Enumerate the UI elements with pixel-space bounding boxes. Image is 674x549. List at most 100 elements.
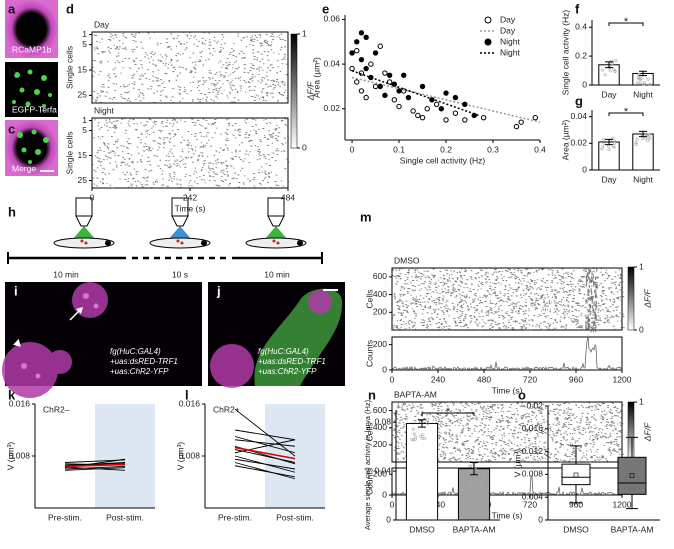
point	[363, 94, 369, 101]
point	[424, 106, 430, 112]
y-axis-label: Cells	[364, 423, 374, 442]
significance-bracket	[608, 112, 644, 116]
point	[363, 34, 369, 41]
point	[443, 117, 449, 123]
image-label: fg(HuC:GAL4)	[110, 347, 161, 356]
sample-dot	[421, 432, 425, 436]
y-tick-label: 600	[373, 271, 387, 281]
point	[462, 101, 468, 107]
series-line	[234, 439, 296, 447]
image-i: fg(HuC:GAL4) +uas:dsRED-TRF1 +uas:ChR2-Y…	[2, 282, 202, 398]
x-tick-label: Night	[633, 89, 653, 99]
sample-dot	[469, 484, 473, 488]
image-label: Merge	[12, 163, 36, 173]
point	[513, 123, 520, 130]
y-tick-label: 0	[382, 364, 387, 374]
sample-dot	[468, 469, 472, 473]
series-line	[234, 408, 296, 457]
point	[386, 79, 393, 85]
point	[532, 114, 539, 121]
sample-dot	[603, 73, 607, 77]
x-tick-label: Pre-stim.	[48, 512, 82, 522]
series-line	[64, 459, 126, 463]
point	[386, 72, 393, 78]
significance-marker: *	[624, 106, 629, 118]
y-tick-label: 0	[538, 514, 543, 524]
image-j: fg(HuC:GAL4) +uas:dsRED-TRF1 +uas:ChR2-Y…	[208, 282, 345, 388]
y-tick-label: 0.02	[526, 400, 543, 410]
panel-letter: j	[216, 283, 221, 298]
sample-dot	[634, 141, 638, 145]
point	[354, 79, 360, 85]
x-tick-label: 720	[523, 374, 537, 384]
image-b: EGFP-Terfa	[5, 62, 58, 117]
y-tick-label: 0.008	[522, 469, 544, 479]
colorbar-label: ΔF/F	[305, 81, 315, 101]
series-line	[234, 458, 296, 470]
raster-texture	[392, 402, 624, 463]
y-tick-label: 25	[78, 90, 88, 100]
y-tick-label: 0.04	[570, 111, 587, 121]
y-tick-label: 1	[302, 28, 307, 38]
y-axis-label: Single cells	[64, 132, 74, 175]
image-label: +uas:ChR2-YFP	[110, 367, 169, 376]
point	[396, 88, 402, 94]
legend-label: Day	[500, 25, 516, 35]
error-bar	[605, 61, 613, 69]
x-tick-label: 240	[431, 374, 445, 384]
sample-dot	[648, 136, 652, 140]
sample-dot	[475, 478, 479, 482]
sample-dot	[646, 133, 650, 137]
colorbar	[627, 401, 635, 463]
legend-swatch	[484, 16, 492, 24]
y-tick-label: 0.06	[323, 14, 340, 24]
point	[438, 106, 445, 112]
series-line	[64, 465, 126, 470]
legend-label: Day	[500, 14, 516, 24]
panel-letter: e	[322, 1, 329, 16]
series-line	[234, 449, 296, 463]
panel-title: ChR2+	[213, 404, 240, 414]
fit-line	[351, 70, 480, 117]
point	[391, 97, 398, 103]
error-bar	[605, 138, 613, 146]
y-axis-label: Counts	[364, 340, 374, 367]
point	[354, 39, 360, 45]
duration-label: 10 min	[264, 269, 290, 279]
y-tick-label: 0.4	[575, 21, 587, 31]
sample-dot	[610, 59, 614, 63]
sample-dot	[646, 77, 650, 81]
y-axis-label: Cells	[364, 290, 374, 309]
x-tick-label: 0	[90, 192, 95, 202]
series-line	[234, 439, 296, 454]
panel-letter: g	[575, 93, 583, 108]
sample-dot	[646, 139, 650, 143]
sample-dot	[639, 76, 643, 80]
sample-dot	[638, 81, 642, 85]
y-axis-label: V (µm³)	[5, 442, 15, 471]
y-axis-label: V (µm³)	[512, 449, 522, 478]
x-tick-label: BAPTA-AM	[453, 524, 496, 534]
sample-dot	[481, 472, 485, 476]
series-line	[234, 462, 296, 480]
sample-dot	[410, 437, 414, 441]
x-tick-label: DMSO	[409, 524, 435, 534]
panel-letter: m	[360, 209, 372, 224]
point	[358, 30, 365, 36]
point	[358, 56, 365, 63]
x-tick-label: Post-stim.	[276, 512, 314, 522]
box	[617, 456, 647, 495]
point	[419, 83, 426, 90]
sample-dot	[612, 145, 616, 149]
colorbar-label: ΔF/F	[642, 288, 652, 308]
series-line	[64, 462, 126, 466]
panel-letter: c	[8, 121, 15, 136]
y-tick-label: 0	[302, 142, 307, 152]
y-tick-label: 0.08	[374, 416, 391, 426]
point	[368, 74, 374, 81]
y-tick-label: 0.04	[374, 465, 391, 475]
sample-dot	[608, 69, 612, 73]
fit-line	[351, 76, 541, 123]
point	[363, 65, 369, 72]
image-label: EGFP-Terfa	[12, 104, 57, 114]
